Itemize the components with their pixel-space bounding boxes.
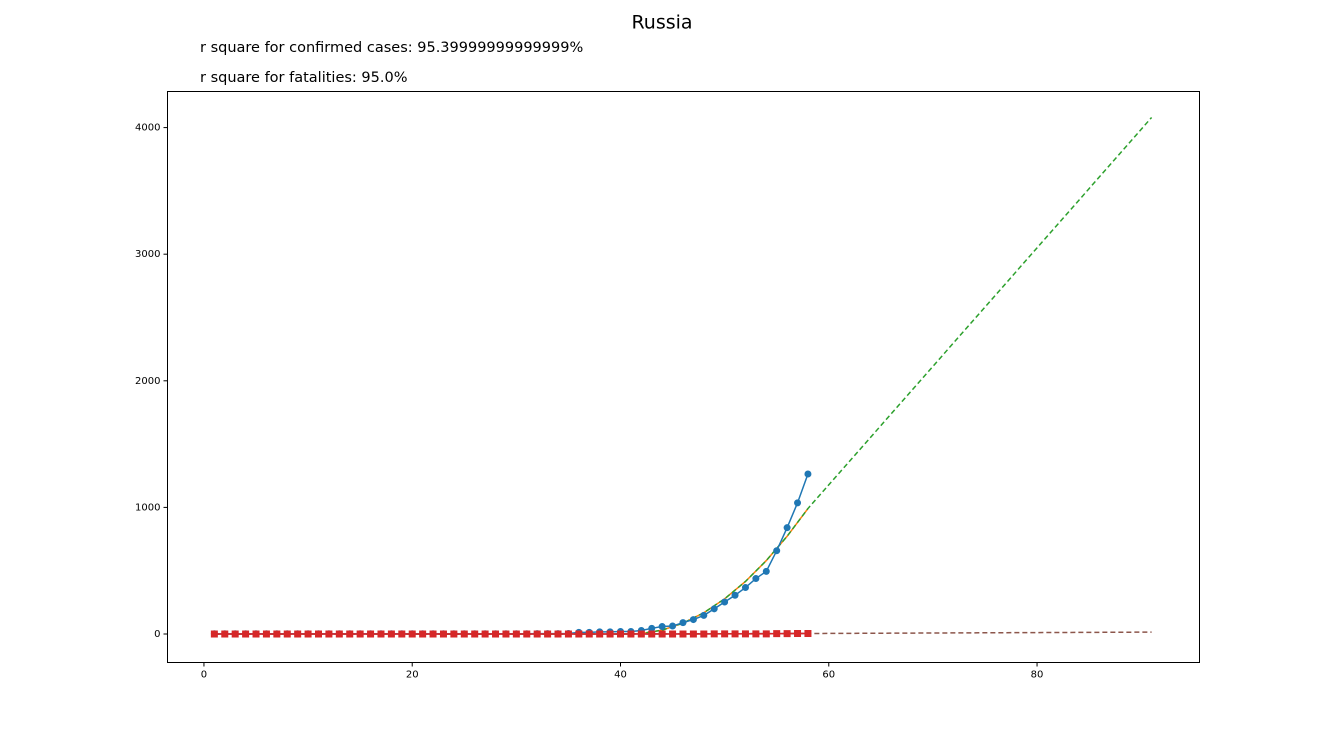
point (481, 630, 489, 638)
point (439, 630, 447, 638)
point (335, 630, 343, 638)
axes-frame (167, 91, 1200, 663)
point (721, 630, 729, 638)
point (773, 630, 781, 638)
point (679, 630, 687, 638)
point (221, 630, 229, 638)
point (429, 630, 437, 638)
point (804, 470, 812, 478)
point (710, 630, 718, 638)
chart-title: Russia (631, 12, 692, 34)
point (731, 591, 739, 599)
point (773, 547, 781, 555)
point (408, 630, 416, 638)
point (231, 630, 239, 638)
x-tick-label: 20 (406, 670, 419, 681)
x-tick-label: 0 (201, 670, 207, 681)
point (741, 630, 749, 638)
x-tick-label: 60 (822, 670, 835, 681)
point (283, 630, 291, 638)
point (710, 605, 718, 613)
x-tick-label: 40 (614, 670, 627, 681)
point (637, 630, 645, 638)
point (794, 630, 802, 638)
point (492, 630, 500, 638)
point (596, 630, 604, 638)
x-tick-label: 80 (1031, 670, 1044, 681)
y-tick-label: 4000 (135, 123, 160, 134)
point (762, 567, 770, 575)
point (627, 630, 635, 638)
point (252, 630, 260, 638)
point (544, 630, 552, 638)
point (377, 630, 385, 638)
point (783, 524, 791, 532)
point (346, 630, 354, 638)
point (606, 630, 614, 638)
point (741, 584, 749, 592)
point (356, 630, 364, 638)
point (679, 619, 687, 627)
point (762, 630, 770, 638)
point (700, 630, 708, 638)
point (262, 630, 270, 638)
point (533, 630, 541, 638)
point (294, 630, 302, 638)
point (387, 630, 395, 638)
point (752, 630, 760, 638)
point (689, 630, 697, 638)
point (460, 630, 468, 638)
point (512, 630, 520, 638)
point (585, 630, 593, 638)
point (502, 630, 510, 638)
y-tick-label: 1000 (135, 502, 160, 513)
point (325, 630, 333, 638)
point (648, 624, 656, 632)
point (794, 499, 802, 507)
point (804, 630, 812, 638)
point (554, 630, 562, 638)
point (398, 630, 406, 638)
point (523, 630, 531, 638)
point (273, 630, 281, 638)
point (689, 616, 697, 624)
point (658, 630, 666, 638)
point (721, 598, 729, 606)
point (564, 630, 572, 638)
annotation: r square for confirmed cases: 95.3999999… (200, 40, 583, 56)
point (450, 630, 458, 638)
series-line (214, 632, 808, 635)
y-tick-label: 0 (154, 629, 160, 640)
annotation: r square for fatalities: 95.0% (200, 70, 408, 86)
point (419, 630, 427, 638)
point (731, 630, 739, 638)
y-tick-label: 2000 (135, 376, 160, 387)
point (700, 611, 708, 619)
point (648, 630, 656, 638)
point (242, 630, 250, 638)
point (752, 575, 760, 583)
point (304, 630, 312, 638)
point (783, 630, 791, 638)
point (669, 630, 677, 638)
point (658, 623, 666, 631)
point (616, 630, 624, 638)
point (669, 622, 677, 630)
point (471, 630, 479, 638)
point (367, 630, 375, 638)
y-tick-label: 3000 (135, 249, 160, 260)
point (575, 630, 583, 638)
point (210, 630, 218, 638)
point (314, 630, 322, 638)
